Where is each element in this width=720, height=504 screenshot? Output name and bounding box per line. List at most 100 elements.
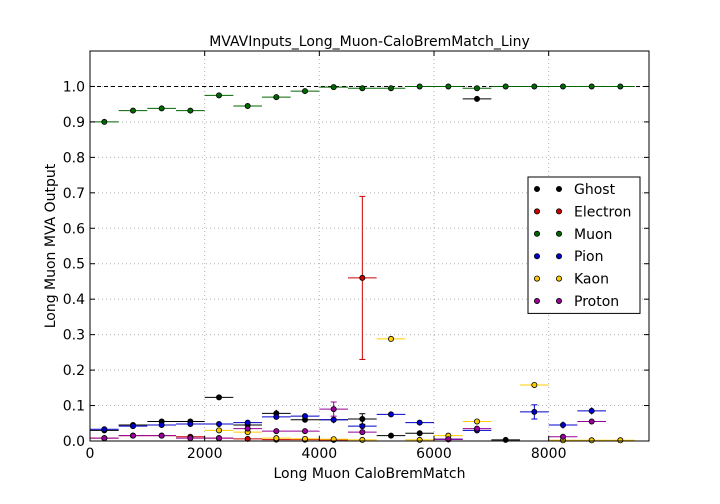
data-point (215, 435, 222, 442)
data-point (359, 436, 366, 443)
series-proton (90, 401, 606, 443)
data-point (359, 423, 366, 430)
y-tick-label: 0.8 (63, 150, 85, 166)
data-point (187, 107, 194, 114)
ticks: 0 2000 4000 6000 8000 0.0 0.1 0.2 0.3 0.4 0.5 0.6 0.… (63, 51, 649, 462)
x-tick-label: 2000 (187, 446, 223, 462)
plot-frame (89, 50, 650, 442)
y-tick-label: 0.7 (63, 186, 85, 202)
legend-label-electron: Electron (574, 204, 631, 220)
legend-marker (556, 185, 563, 192)
x-tick-label: 8000 (531, 446, 567, 462)
data-point (244, 425, 251, 432)
data-point (301, 428, 308, 435)
data-point (359, 85, 366, 92)
legend-label-proton: Proton (574, 294, 619, 310)
legend-marker (534, 230, 541, 237)
data-point (416, 430, 423, 437)
legend-label-kaon: Kaon (574, 272, 609, 288)
data-point (101, 426, 108, 433)
data-point (473, 95, 480, 102)
data-point (244, 102, 251, 109)
data-point (215, 92, 222, 99)
y-tick-label: 0.4 (63, 292, 85, 308)
data-point (359, 429, 366, 436)
y-tick-label: 0.2 (63, 363, 85, 379)
data-point (416, 436, 423, 443)
data-point (560, 422, 567, 429)
data-point (617, 437, 624, 444)
data-point (301, 413, 308, 420)
legend-marker (534, 208, 541, 215)
data-point (588, 418, 595, 425)
data-point (129, 432, 136, 439)
data-point (502, 83, 509, 90)
data-point (215, 427, 222, 434)
data-point (101, 435, 108, 442)
data-point (273, 428, 280, 435)
legend-marker (556, 297, 563, 304)
data-point (473, 418, 480, 425)
chart-title: MVAVInputs_Long_Muon-CaloBremMatch_Liny (209, 34, 530, 50)
data-point (244, 419, 251, 426)
data-point (330, 406, 337, 413)
series-pion (90, 404, 606, 443)
data-point (387, 335, 394, 342)
legend-marker (534, 185, 541, 192)
data-point (560, 83, 567, 90)
data-point (588, 83, 595, 90)
data-point (129, 423, 136, 430)
y-tick-label: 0.9 (63, 115, 85, 131)
y-tick-label: 0.1 (63, 399, 85, 415)
y-tick-label: 0.5 (63, 257, 85, 273)
data-point (101, 118, 108, 125)
data-point (560, 433, 567, 440)
x-tick-label: 4000 (302, 446, 338, 462)
data-point (416, 419, 423, 426)
data-point (158, 422, 165, 429)
data-point (531, 408, 538, 415)
legend-marker (534, 275, 541, 282)
data-point (387, 432, 394, 439)
legend-marker (534, 297, 541, 304)
data-point (445, 83, 452, 90)
data-point (187, 420, 194, 427)
data-point (588, 437, 595, 444)
data-point (129, 107, 136, 114)
data-point (387, 85, 394, 92)
series-kaon (204, 335, 635, 444)
data-point (215, 420, 222, 427)
x-tick-label: 6000 (416, 446, 452, 462)
data-point (158, 105, 165, 112)
y-tick-label: 0.6 (63, 221, 85, 237)
legend-marker (556, 275, 563, 282)
data-point (158, 432, 165, 439)
legend-label-ghost: Ghost (574, 182, 616, 198)
data-point (330, 416, 337, 423)
y-tick-label: 0.3 (63, 328, 85, 344)
grid (90, 51, 649, 441)
data-point (330, 84, 337, 91)
data-point (531, 381, 538, 388)
series-layer (90, 83, 635, 444)
legend: Ghost Electron Muon Pion Kaon Proton (527, 176, 641, 314)
legend-label-pion: Pion (574, 249, 603, 265)
data-point (588, 407, 595, 414)
legend-marker (556, 208, 563, 215)
y-tick-label: 1.0 (63, 79, 85, 95)
legend-frame (527, 176, 641, 314)
series-muon (90, 83, 635, 125)
data-point (215, 394, 222, 401)
y-tick-label: 0.0 (63, 434, 85, 450)
data-point (359, 274, 366, 281)
data-point (416, 83, 423, 90)
data-point (273, 413, 280, 420)
x-axis-title: Long Muon CaloBremMatch (273, 466, 465, 482)
data-point (187, 435, 194, 442)
legend-marker (556, 230, 563, 237)
y-axis-title: Long Muon MVA Output (43, 163, 59, 328)
data-point (387, 411, 394, 418)
data-point (273, 94, 280, 101)
data-point (617, 83, 624, 90)
